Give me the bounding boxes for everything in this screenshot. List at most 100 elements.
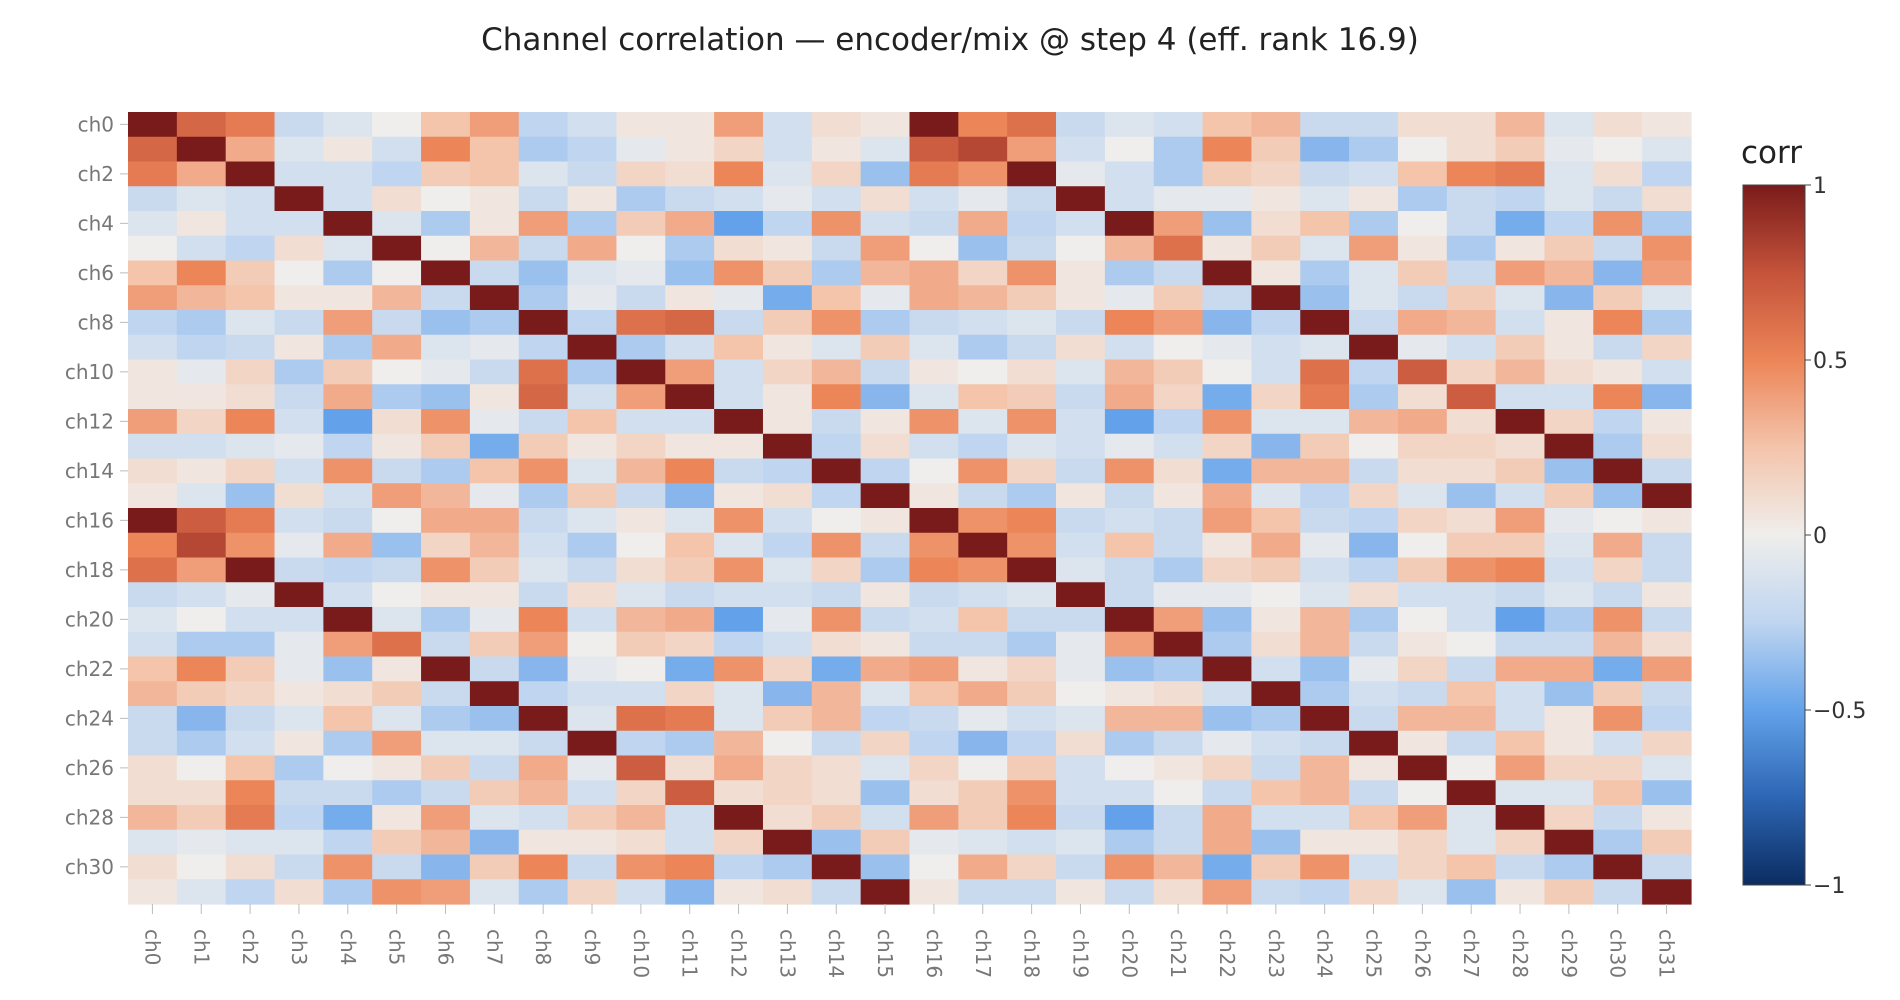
heatmap-cell-ch18-ch16: [909, 557, 959, 583]
heatmap-cell-ch18-ch30: [1593, 557, 1643, 583]
heatmap-cell-ch2-ch12: [714, 161, 764, 187]
heatmap-cell-ch0-ch11: [665, 112, 715, 138]
heatmap-cell-ch19-ch21: [1153, 582, 1204, 608]
heatmap-cell-ch13-ch11: [665, 433, 715, 460]
heatmap-cell-ch19-ch24: [1300, 582, 1350, 608]
heatmap-cell-ch5-ch16: [909, 235, 959, 262]
heatmap-cell-ch29-ch24: [1300, 829, 1350, 856]
heatmap-cell-ch22-ch8: [518, 656, 569, 682]
heatmap-cell-ch7-ch7: [469, 285, 520, 311]
heatmap-cell-ch23-ch2: [225, 681, 276, 707]
heatmap-cell-ch4-ch16: [909, 211, 959, 237]
heatmap-cell-ch26-ch27: [1446, 755, 1497, 781]
heatmap-cell-ch21-ch0: [128, 631, 178, 658]
x-tick-label: ch22: [1215, 929, 1239, 978]
heatmap-cell-ch24-ch17: [958, 706, 1008, 732]
heatmap-cell-ch18-ch28: [1495, 557, 1546, 583]
heatmap-cell-ch19-ch23: [1251, 582, 1301, 608]
heatmap-cell-ch4-ch24: [1300, 211, 1350, 237]
heatmap-cell-ch28-ch4: [323, 805, 373, 831]
heatmap-cell-ch24-ch9: [567, 706, 618, 732]
heatmap-cell-ch28-ch24: [1300, 805, 1350, 831]
heatmap-cell-ch10-ch30: [1593, 359, 1643, 385]
heatmap-cell-ch3-ch11: [665, 186, 715, 212]
heatmap-cell-ch3-ch4: [323, 186, 373, 212]
heatmap-cell-ch20-ch3: [274, 607, 324, 633]
heatmap-cell-ch21-ch8: [518, 631, 569, 658]
heatmap-cell-ch3-ch6: [421, 186, 471, 212]
heatmap-cell-ch30-ch26: [1397, 854, 1448, 880]
heatmap-cell-ch9-ch13: [762, 334, 813, 361]
heatmap-cell-ch13-ch8: [518, 433, 569, 460]
heatmap-cell-ch0-ch26: [1397, 112, 1448, 138]
x-tick-label: ch18: [1020, 929, 1044, 978]
heatmap-cell-ch17-ch23: [1251, 532, 1301, 559]
heatmap-cell-ch4-ch26: [1397, 211, 1448, 237]
heatmap-cell-ch30-ch25: [1349, 854, 1399, 880]
heatmap-cell-ch16-ch13: [762, 508, 813, 534]
heatmap-cell-ch31-ch26: [1397, 879, 1448, 905]
heatmap-cell-ch24-ch27: [1446, 706, 1497, 732]
heatmap-cell-ch29-ch10: [616, 829, 666, 856]
heatmap-cell-ch13-ch16: [909, 433, 959, 460]
heatmap-cell-ch8-ch16: [909, 310, 959, 336]
heatmap-cell-ch12-ch29: [1544, 409, 1594, 435]
heatmap-cell-ch29-ch2: [225, 829, 276, 856]
heatmap-cell-ch30-ch9: [567, 854, 618, 880]
heatmap-cell-ch2-ch31: [1642, 161, 1692, 187]
chart-title: Channel correlation — encoder/mix @ step…: [481, 22, 1419, 58]
heatmap-cell-ch14-ch16: [909, 458, 959, 484]
heatmap-cell-ch8-ch2: [225, 310, 276, 336]
heatmap-cell-ch28-ch23: [1251, 805, 1301, 831]
heatmap-cell-ch17-ch24: [1300, 532, 1350, 559]
y-tick-label: ch18: [65, 558, 114, 582]
heatmap-cell-ch5-ch27: [1446, 235, 1497, 262]
heatmap-cell-ch23-ch26: [1397, 681, 1448, 707]
heatmap-cell-ch23-ch22: [1202, 681, 1252, 707]
heatmap-cell-ch12-ch3: [274, 409, 324, 435]
heatmap-cell-ch10-ch19: [1056, 359, 1106, 385]
heatmap-cell-ch25-ch8: [518, 730, 569, 757]
heatmap-cell-ch13-ch18: [1007, 433, 1057, 460]
heatmap-cell-ch14-ch6: [421, 458, 471, 484]
heatmap-cell-ch3-ch18: [1007, 186, 1057, 212]
heatmap-cell-ch30-ch20: [1104, 854, 1155, 880]
heatmap-cell-ch0-ch18: [1007, 112, 1057, 138]
heatmap-cell-ch30-ch8: [518, 854, 569, 880]
heatmap-cell-ch4-ch11: [665, 211, 715, 237]
heatmap-cell-ch28-ch25: [1349, 805, 1399, 831]
heatmap-cell-ch12-ch15: [860, 409, 911, 435]
heatmap-cell-ch14-ch3: [274, 458, 324, 484]
heatmap-cell-ch27-ch5: [372, 780, 422, 806]
heatmap-cell-ch28-ch8: [518, 805, 569, 831]
heatmap-cell-ch0-ch17: [958, 112, 1008, 138]
heatmap-cell-ch17-ch30: [1593, 532, 1643, 559]
heatmap-cell-ch20-ch23: [1251, 607, 1301, 633]
heatmap-cell-ch18-ch25: [1349, 557, 1399, 583]
y-tick-label: ch0: [78, 112, 114, 136]
heatmap-cell-ch15-ch14: [811, 483, 862, 509]
heatmap-cell-ch0-ch25: [1349, 112, 1399, 138]
heatmap-cell-ch11-ch12: [714, 384, 764, 410]
heatmap-cell-ch19-ch27: [1446, 582, 1497, 608]
heatmap-cell-ch10-ch11: [665, 359, 715, 385]
heatmap-cell-ch19-ch4: [323, 582, 373, 608]
heatmap-cell-ch26-ch6: [421, 755, 471, 781]
heatmap-cell-ch11-ch8: [518, 384, 569, 410]
heatmap-cell-ch0-ch16: [909, 112, 959, 138]
heatmap-cell-ch8-ch25: [1349, 310, 1399, 336]
heatmap-cell-ch9-ch10: [616, 334, 666, 361]
heatmap-cell-ch13-ch23: [1251, 433, 1301, 460]
heatmap-cell-ch22-ch0: [128, 656, 178, 682]
heatmap-cell-ch5-ch0: [128, 235, 178, 262]
heatmap-cell-ch7-ch19: [1056, 285, 1106, 311]
heatmap-cell-ch25-ch27: [1446, 730, 1497, 757]
heatmap-cell-ch22-ch29: [1544, 656, 1594, 682]
heatmap-cell-ch28-ch30: [1593, 805, 1643, 831]
heatmap-cell-ch28-ch26: [1397, 805, 1448, 831]
heatmap-cell-ch0-ch3: [274, 112, 324, 138]
heatmap-cell-ch18-ch7: [469, 557, 520, 583]
heatmap-cell-ch13-ch9: [567, 433, 618, 460]
heatmap-cell-ch22-ch23: [1251, 656, 1301, 682]
heatmap-cell-ch21-ch9: [567, 631, 618, 658]
